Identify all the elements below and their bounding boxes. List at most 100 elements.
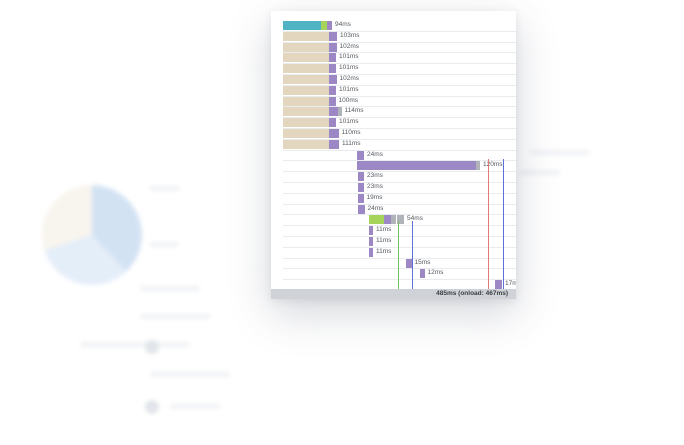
timing-bar-receive (357, 204, 365, 214)
timing-bar-receive (357, 193, 364, 203)
timing-bar-blocking (283, 96, 329, 106)
request-row[interactable]: 100ms (283, 96, 516, 108)
onload-marker (488, 159, 489, 289)
timing-bar-blocking (283, 75, 329, 84)
request-row[interactable]: 24ms (283, 204, 516, 216)
request-row[interactable]: 24ms (283, 150, 516, 162)
request-row[interactable]: 101ms (283, 117, 516, 129)
request-row[interactable]: 23ms (283, 182, 516, 194)
timing-bar-connect (369, 215, 384, 225)
request-row[interactable]: 11ms (283, 247, 516, 259)
timing-bar-receive (329, 53, 336, 63)
timing-bar-blocking (283, 107, 329, 117)
timing-bar-receive (357, 150, 364, 160)
duration-label: 94ms (335, 21, 351, 28)
background-dot (145, 340, 159, 354)
timing-bar-receive (329, 75, 337, 84)
timing-bar-receive (329, 31, 337, 41)
timing-bar-receive (329, 42, 337, 52)
timing-bar-receive (329, 96, 336, 106)
duration-label: 24ms (367, 204, 384, 212)
timing-bar-wait (391, 215, 396, 225)
background-line (140, 314, 210, 319)
background-line (150, 242, 178, 247)
request-row[interactable]: 103ms (283, 31, 516, 43)
duration-label: 102ms (339, 42, 360, 50)
timing-bar-blocking (283, 42, 329, 52)
timing-bar-blocking (283, 53, 329, 63)
timing-bar-wait (397, 215, 404, 225)
request-row[interactable]: 11ms (283, 236, 516, 248)
timing-bar-blocking (283, 118, 329, 128)
duration-label: 102ms (339, 75, 360, 82)
duration-label: 101ms (339, 118, 359, 126)
background-line (520, 170, 560, 175)
request-row[interactable]: 12ms (283, 268, 516, 281)
timing-bar-dns (283, 21, 321, 30)
duration-label: 54ms (407, 215, 423, 223)
timing-bar-blocking (283, 85, 329, 95)
timing-bar-receive (369, 226, 373, 236)
load-summary: 485ms (onload: 467ms) (436, 290, 508, 297)
timing-bar-receive (495, 280, 502, 290)
request-row[interactable]: 19ms (283, 193, 516, 205)
request-row[interactable]: 23ms (283, 171, 516, 183)
first-paint-marker (398, 221, 399, 289)
request-row[interactable]: 101ms (283, 85, 516, 97)
request-row[interactable]: 15ms (283, 258, 516, 270)
timing-bar-connect (321, 21, 327, 30)
request-row[interactable]: 94ms (283, 20, 516, 32)
timing-bar-receive (329, 85, 336, 95)
timing-bar-receive (384, 215, 391, 225)
timing-bar-receive (406, 258, 412, 268)
duration-label: 11ms (376, 247, 392, 255)
timing-bar-receive (329, 129, 339, 138)
background-line (530, 150, 590, 155)
duration-label: 11ms (376, 237, 392, 244)
request-row[interactable]: 11ms (283, 225, 516, 237)
duration-label: 110ms (341, 129, 361, 136)
background-line (150, 372, 230, 377)
request-row[interactable]: 101ms (283, 52, 516, 65)
duration-label: 11ms (376, 226, 392, 234)
timing-bar-receive (369, 237, 373, 246)
waterfall-footer: 485ms (onload: 467ms) (271, 289, 516, 299)
timing-bar-receive (369, 247, 373, 257)
request-row[interactable]: 101ms (283, 63, 516, 75)
duration-label: 114ms (344, 107, 364, 115)
duration-label: 120ms (483, 161, 503, 169)
request-row[interactable]: 111ms (283, 139, 516, 151)
duration-label: 23ms (367, 183, 383, 190)
timing-bar-receive (420, 269, 425, 279)
request-row[interactable]: 114ms (283, 106, 516, 119)
request-row[interactable]: 54ms (283, 214, 516, 227)
timing-bar-blocking (283, 139, 329, 149)
timing-bar-blocking (283, 31, 329, 41)
timing-bar-receive (329, 139, 339, 149)
timing-bar-blocking (283, 64, 329, 74)
background-pie-chart (42, 185, 142, 285)
timing-bar-receive (358, 183, 364, 192)
timing-bar-receive (327, 21, 332, 30)
request-row[interactable]: 120ms (283, 160, 516, 173)
end-marker (503, 159, 504, 289)
timing-bar-receive (329, 107, 338, 117)
duration-label: 12ms (427, 269, 444, 277)
duration-label: 19ms (366, 193, 383, 201)
duration-label: 103ms (340, 31, 360, 39)
timing-bar-wait (337, 107, 342, 117)
duration-label: 100ms (338, 96, 359, 104)
background-line (170, 404, 220, 409)
timing-bar-wait (476, 161, 480, 171)
background-line (140, 286, 200, 291)
timing-bar-receive (329, 118, 336, 128)
duration-label: 15ms (414, 258, 431, 266)
request-row[interactable]: 102ms (283, 74, 516, 86)
request-row[interactable]: 110ms (283, 128, 516, 140)
timing-bar-blocking (283, 129, 329, 138)
background-line (80, 342, 190, 347)
duration-label: 111ms (342, 139, 361, 147)
request-row[interactable]: 102ms (283, 42, 516, 54)
duration-label: 101ms (339, 85, 359, 93)
duration-label: 101ms (339, 64, 359, 72)
